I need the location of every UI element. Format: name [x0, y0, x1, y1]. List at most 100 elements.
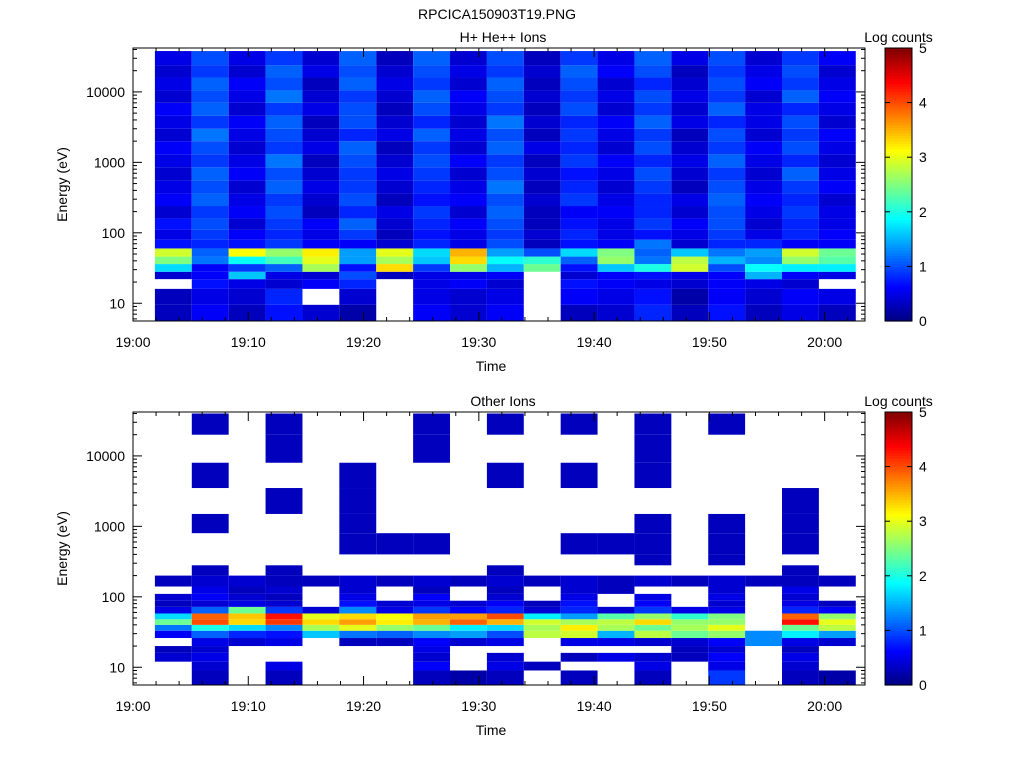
heatmap-cell [486, 264, 524, 272]
heatmap-cell [154, 167, 192, 181]
heatmap-cell [228, 624, 266, 631]
heatmap-cell [560, 154, 598, 168]
colorbar-segment [885, 67, 912, 71]
heatmap-cell [376, 65, 414, 78]
heatmap-cell [782, 593, 819, 601]
heatmap-cell [782, 141, 819, 155]
panel-title: Other Ions [470, 393, 535, 409]
heatmap-cell [597, 206, 635, 219]
heatmap-cell [523, 619, 561, 625]
heatmap-cell [265, 434, 303, 463]
heatmap-cell [634, 619, 672, 625]
colorbar-segment [885, 646, 912, 651]
heatmap-cell [486, 638, 524, 647]
heatmap-cell [228, 256, 266, 265]
heatmap-cell [782, 661, 819, 671]
heatmap-cell [413, 670, 451, 685]
colorbar-segment [885, 447, 912, 451]
heatmap-cell [634, 65, 672, 78]
heatmap-cell [671, 619, 709, 625]
heatmap-cell [523, 115, 561, 129]
heatmap-cell [671, 279, 709, 289]
colorbar-segment [885, 532, 912, 536]
colorbar-segment [885, 108, 912, 112]
heatmap-cell [782, 65, 819, 78]
heatmap-cell [597, 128, 635, 142]
heatmap-cell [560, 141, 598, 155]
heatmap-cell [450, 65, 487, 78]
heatmap-cell [302, 77, 340, 91]
heatmap-cell [191, 193, 229, 207]
heatmap-cell [671, 154, 709, 168]
heatmap-cell [376, 51, 414, 66]
heatmap-cell [818, 575, 856, 587]
heatmap-cell [228, 248, 266, 257]
panel-title: H+ He++ Ions [460, 29, 547, 45]
colorbar-segment [885, 466, 912, 470]
colorbar-segment [885, 296, 912, 300]
heatmap-cell [413, 304, 451, 321]
heatmap-cell [376, 180, 414, 194]
colorbar-segment [885, 113, 912, 117]
heatmap-cell [413, 288, 451, 305]
heatmap-cell [376, 630, 414, 639]
x-tick-label: 19:20 [346, 334, 381, 350]
heatmap-cell [708, 154, 746, 168]
heatmap-cell [413, 90, 451, 103]
heatmap-cell [486, 279, 524, 289]
heatmap-cell [560, 180, 598, 194]
heatmap-cell [560, 248, 598, 257]
plot-frame [132, 411, 866, 686]
colorbar-segment [885, 619, 912, 623]
colorbar-segment [885, 559, 912, 563]
colorbar-segment [885, 230, 912, 235]
heatmap-cell [339, 533, 377, 555]
heatmap-cell [634, 239, 672, 249]
heatmap-cell [450, 229, 487, 240]
heatmap-cell [376, 154, 414, 168]
heatmap-cell [413, 279, 451, 289]
heatmap-cell [413, 593, 451, 601]
colorbar-segment [885, 551, 912, 555]
heatmap-cell [708, 619, 746, 625]
heatmap-cell [671, 77, 709, 91]
heatmap-cell [228, 271, 266, 280]
heatmap-cell [265, 413, 303, 435]
heatmap-cell [265, 102, 303, 116]
colorbar-segment [885, 515, 912, 520]
heatmap-cell [228, 229, 266, 240]
heatmap-cell [376, 533, 414, 555]
y-tick-label: 10000 [86, 84, 125, 100]
heatmap-cell [265, 638, 303, 647]
heatmap-cell [339, 575, 377, 587]
heatmap-cell [450, 128, 487, 142]
heatmap-cell [450, 600, 487, 607]
colorbar-segment [885, 91, 912, 96]
heatmap-cell [597, 167, 635, 181]
heatmap-cell [339, 51, 377, 66]
heatmap-cell [339, 154, 377, 168]
heatmap-cell [560, 90, 598, 103]
colorbar-segment [885, 586, 912, 591]
colorbar-segment [885, 72, 912, 76]
heatmap-cell [671, 128, 709, 142]
heatmap-cell [486, 51, 524, 66]
heatmap-cell [302, 256, 340, 265]
colorbar-segment [885, 521, 912, 525]
heatmap-cell [708, 586, 746, 594]
x-axis-label: Time [476, 358, 507, 374]
colorbar-tick-label: 0 [919, 677, 927, 693]
heatmap-cell [523, 575, 561, 587]
heatmap-cell [523, 154, 561, 168]
colorbar-segment [885, 493, 912, 498]
heatmap-cell [782, 218, 819, 230]
heatmap-cell [154, 180, 192, 194]
colorbar-segment [885, 209, 912, 213]
heatmap-cell [228, 154, 266, 168]
heatmap-cell [339, 239, 377, 249]
heatmap-cell [154, 248, 192, 257]
heatmap-cell [339, 606, 377, 614]
heatmap-cell [339, 77, 377, 91]
colorbar-segment [885, 472, 912, 476]
colorbar-segment [885, 48, 912, 52]
